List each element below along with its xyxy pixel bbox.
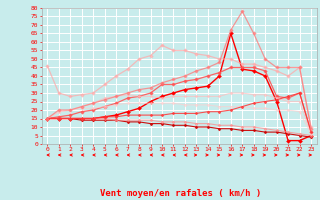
Text: Vent moyen/en rafales ( km/h ): Vent moyen/en rafales ( km/h ) xyxy=(100,189,261,198)
